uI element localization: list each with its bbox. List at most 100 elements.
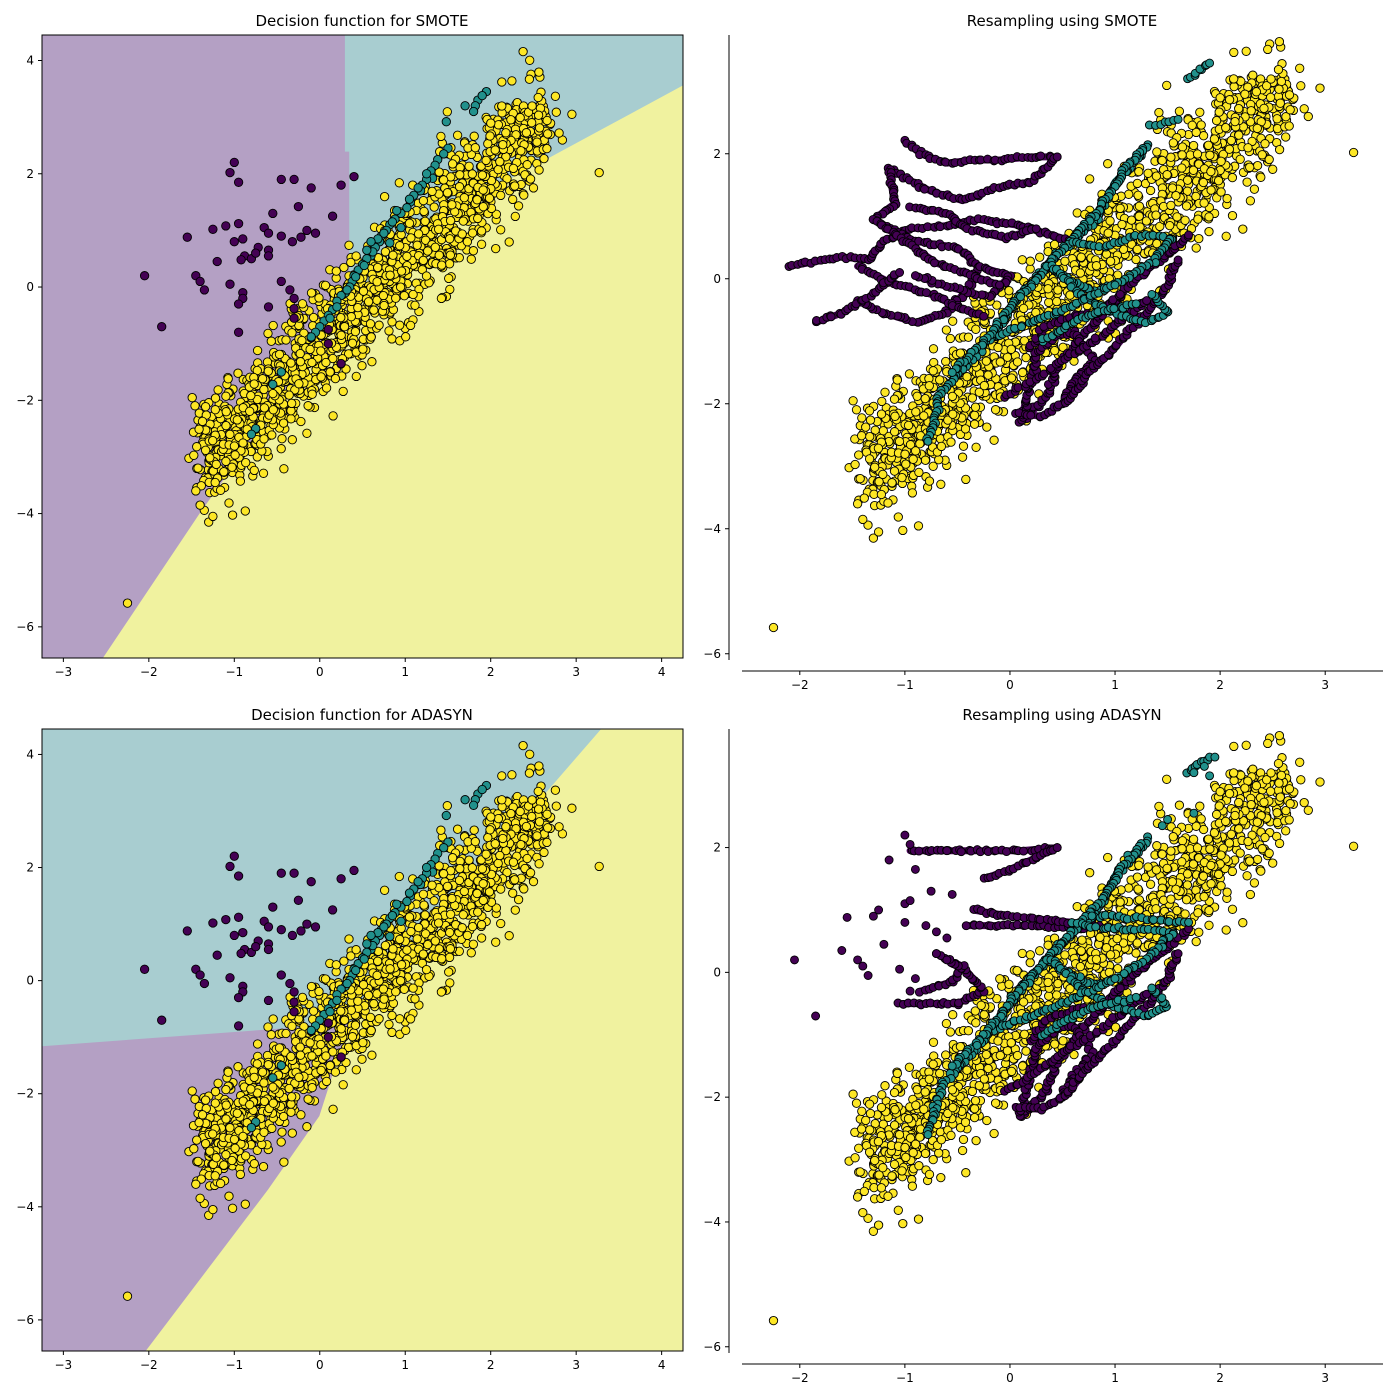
point-class-0 — [229, 237, 239, 247]
point-class-2 — [287, 1128, 297, 1138]
point-class-2 — [1177, 142, 1188, 152]
synthetic-point-class-0 — [1184, 230, 1194, 240]
point-class-0 — [276, 231, 286, 241]
point-class-2 — [594, 167, 604, 178]
synthetic-point-class-0 — [1173, 255, 1183, 265]
point-class-2 — [496, 225, 506, 235]
point-class-1 — [276, 367, 286, 377]
point-class-2 — [1182, 175, 1193, 185]
point-class-2 — [1025, 256, 1035, 266]
point-class-2 — [197, 416, 208, 427]
point-class-2 — [989, 435, 999, 445]
point-class-2 — [1196, 120, 1206, 130]
point-class-2 — [1256, 172, 1266, 182]
panel-decision-adasyn: Decision function for ADASYN −3 −2 −1 0 1 2 3 4… — [16, 706, 684, 1372]
point-class-2 — [873, 527, 884, 537]
point-class-0 — [268, 208, 278, 219]
point-class-2 — [192, 442, 202, 452]
point-class-2 — [1154, 107, 1164, 118]
point-class-1 — [468, 106, 479, 117]
point-class-2 — [527, 101, 537, 111]
point-class-2 — [491, 243, 501, 254]
point-class-2 — [367, 1050, 377, 1060]
point-class-2 — [1182, 186, 1193, 196]
point-class-2 — [405, 320, 416, 331]
point-class-0 — [289, 303, 299, 314]
point-class-2 — [379, 300, 389, 311]
point-class-2 — [1006, 373, 1017, 383]
point-class-1 — [362, 245, 372, 255]
point-class-2 — [263, 366, 273, 376]
point-class-2 — [1204, 226, 1214, 237]
point-class-2 — [384, 326, 394, 336]
point-class-2 — [551, 801, 561, 811]
point-class-1 — [387, 217, 398, 227]
point-class-2 — [235, 476, 246, 486]
point-class-2 — [325, 367, 335, 377]
point-class-2 — [1246, 106, 1256, 116]
point-class-2 — [507, 76, 517, 86]
point-class-0 — [263, 302, 274, 312]
point-class-2 — [279, 1157, 289, 1167]
point-class-2 — [550, 785, 561, 795]
point-class-2 — [521, 128, 532, 138]
point-class-2 — [472, 195, 482, 205]
point-class-2 — [1134, 211, 1144, 221]
point-class-2 — [462, 237, 473, 247]
point-class-2 — [213, 385, 223, 395]
point-class-2 — [990, 405, 1001, 415]
point-class-2 — [357, 1054, 367, 1064]
point-class-2 — [1221, 231, 1231, 241]
point-class-2 — [464, 161, 474, 171]
point-class-2 — [339, 322, 350, 332]
point-class-2 — [1227, 210, 1238, 221]
point-class-2 — [1172, 212, 1182, 222]
point-class-2 — [478, 185, 488, 195]
point-class-1 — [421, 169, 432, 179]
point-class-2 — [200, 445, 211, 455]
point-class-2 — [1191, 243, 1201, 253]
scatter-points — [122, 740, 604, 1301]
point-class-2 — [1134, 201, 1145, 211]
y-tick-label: 0 — [713, 272, 721, 286]
point-class-2 — [476, 239, 487, 249]
synthetic-point-class-1 — [1205, 58, 1215, 68]
point-class-2 — [225, 429, 235, 440]
point-class-2 — [351, 371, 361, 382]
x-tick-label: −2 — [791, 678, 809, 692]
point-class-2 — [221, 456, 231, 467]
x-tick-label: 3 — [1321, 678, 1329, 692]
point-class-2 — [1018, 303, 1029, 314]
point-class-2 — [516, 146, 526, 156]
point-class-2 — [1221, 122, 1231, 133]
point-class-0 — [212, 256, 222, 267]
point-class-2 — [296, 416, 306, 427]
point-class-2 — [948, 409, 958, 419]
point-class-2 — [1281, 112, 1291, 122]
point-class-2 — [211, 459, 221, 470]
point-class-2 — [941, 356, 951, 367]
point-class-0 — [229, 157, 239, 168]
point-class-2 — [1281, 132, 1291, 142]
point-class-2 — [961, 474, 971, 485]
point-class-2 — [268, 388, 278, 399]
point-class-2 — [442, 188, 453, 198]
synthetic-point-class-1 — [923, 436, 933, 446]
point-class-2 — [1006, 344, 1016, 354]
point-class-2 — [1295, 63, 1305, 73]
point-class-2 — [1245, 162, 1255, 172]
point-class-2 — [346, 257, 356, 268]
point-class-2 — [491, 937, 501, 947]
point-class-2 — [1260, 139, 1270, 149]
point-class-2 — [907, 488, 918, 498]
point-class-2 — [1152, 238, 1162, 249]
point-class-2 — [284, 390, 294, 400]
panel-decision-smote: Decision function for SMOTE −3 −2 −1 0 1 2 3 4−… — [16, 12, 684, 679]
point-class-2 — [1275, 98, 1285, 108]
point-class-2 — [399, 291, 409, 301]
point-class-2 — [395, 320, 405, 330]
point-class-2 — [442, 107, 452, 117]
point-class-2 — [993, 342, 1003, 353]
point-class-2 — [200, 402, 211, 412]
point-class-2 — [436, 131, 446, 142]
